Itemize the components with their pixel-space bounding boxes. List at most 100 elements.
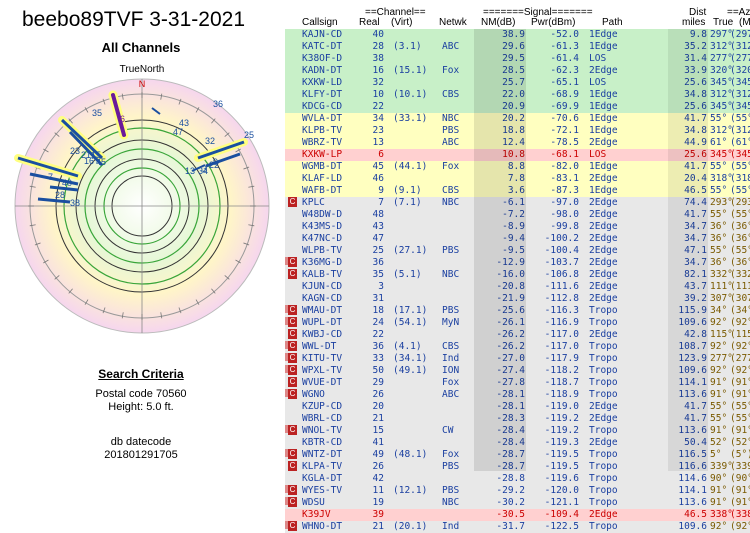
table-row[interactable]: KBTR-CD 41 -28.4 -119.3 2Edge 50.452°(52°) [285,437,750,449]
power-cell: -100.4 [544,245,579,256]
table-row[interactable]: C KITU-TV 33 (34.1) Ind -27.0 -117.9 Tropo 123.9… [285,353,750,365]
distance-cell: 47.1 [684,245,707,256]
table-row[interactable]: C WGNO 26 ABC -28.1 -118.9 Tropo 113.691°(91°) [285,389,750,401]
table-row[interactable]: C KLPA-TV 26 PBS -28.7 -119.5 Tropo 116.6 339° (3… [285,461,750,473]
magnetic-azimuth-cell: (91°) [730,485,750,496]
path-cell: 2Edge [589,401,618,412]
table-row[interactable]: C WUPL-DT 24 (54.1) MyN -26.1 -116.9 Tropo 109.6… [285,317,750,329]
table-row[interactable]: C K36MG-D 36 -12.9 -103.7 2Edge 34.736°(36°) [285,257,750,269]
table-row[interactable]: C WHNO-DT 21 (20.1) Ind -31.7 -122.5 Tropo 109.6… [285,521,750,533]
vector-k38of [37,197,71,204]
callsign-cell: WBRL-CD [302,413,343,424]
distance-cell: 109.6 [678,365,707,376]
callsign-cell: WBRZ-TV [302,137,343,148]
virtual-channel-cell: (48.1) [393,449,428,460]
table-row[interactable]: C WNOL-TV 15 CW -28.4 -119.2 Tropo 113.691°(91°… [285,425,750,437]
nm-cell: -9.4 [502,233,525,244]
real-channel-cell: 29 [372,377,384,388]
callsign-cell: KJUN-CD [302,281,343,292]
true-azimuth-cell: 115° [710,329,733,340]
network-cell: Fox [442,449,460,460]
table-row[interactable]: C KALB-TV 35 (5.1) NBC -16.0 -106.8 2Edge 82.1 33… [285,269,750,281]
table-row[interactable]: KGLA-DT 42 -28.8 -119.6 Tropo 114.690°(90°) [285,473,750,485]
table-row[interactable]: C WVUE-DT 29 Fox -27.8 -118.7 Tropo 114.1 91° (91… [285,377,750,389]
tick-mark [29,224,36,227]
path-cell: LOS [589,77,607,88]
channel-label: 28 [55,190,65,200]
real-channel-cell: 6 [378,149,384,160]
channel-badge: C [288,365,297,375]
magnetic-azimuth-cell: (332°) [730,269,750,280]
true-azimuth-cell: 91° [710,425,728,436]
page-subtitle: All Channels [101,40,181,55]
table-row[interactable]: WBRL-CD 21 -28.3 -119.2 2Edge 41.755°(55°) [285,413,750,425]
channel-badge: C [288,425,297,435]
table-row[interactable]: C WNTZ-DT 49 (48.1) Fox -28.7 -119.5 Tropo 116.5… [285,449,750,461]
real-channel-cell: 38 [372,53,384,64]
true-azimuth-cell: 345° [710,149,733,160]
callsign-cell: KPLC [302,197,325,208]
callsign-cell: WNOL-TV [302,425,343,436]
magnetic-azimuth-cell: (339°) [730,461,750,472]
table-row[interactable]: KATC-DT 28 (3.1) ABC 29.6 -61.3 1Edge 35.2 312°(… [285,41,750,53]
true-azimuth-cell: 320° [710,65,733,76]
table-row[interactable]: KADN-DT 16 (15.1) Fox 28.5 -62.3 2Edge 33.9 320°… [285,65,750,77]
table-row[interactable]: C WWL-DT 36 (4.1) CBS -26.2 -117.0 Tropo 108.7 92… [285,341,750,353]
table-row[interactable]: KZUP-CD 20 -28.1 -119.0 2Edge 41.755°(55°) [285,401,750,413]
true-azimuth-cell: 277° [710,53,733,64]
power-cell: -99.8 [550,221,579,232]
table-row[interactable]: C WDSU 19 NBC -30.2 -121.1 Tropo 113.691°(91°) [285,497,750,509]
network-cell: CBS [442,89,460,100]
table-row[interactable]: WLPB-TV 25 (27.1) PBS -9.5 -100.4 2Edge 47.1 55°… [285,245,750,257]
col-netwk: Netwk [439,17,467,28]
table-row[interactable]: C WPXL-TV 50 (49.1) ION -27.4 -118.2 Tropo 109.6… [285,365,750,377]
nm-cell: 22.0 [502,89,525,100]
table-row[interactable]: W48DW-D 48 -7.2 -98.0 2Edge 41.755°(55°) [285,209,750,221]
real-channel-cell: 31 [372,293,384,304]
table-row[interactable]: C KPLC 7 (7.1) NBC -6.1 -97.0 2Edge 74.4293°(293… [285,197,750,209]
magnetic-azimuth-cell: (52°) [730,437,750,448]
table-row[interactable]: C WMAU-DT 18 (17.1) PBS -25.6 -116.3 Tropo 115.9… [285,305,750,317]
callsign-cell: KLPB-TV [302,125,343,136]
tick-mark [248,224,255,227]
distance-cell: 46.5 [684,185,707,196]
table-row[interactable]: WBRZ-TV 13 ABC 12.4 -78.5 2Edge 44.961°(61°) [285,137,750,149]
distance-cell: 109.6 [678,317,707,328]
power-cell: -97.0 [550,197,579,208]
nm-cell: 20.9 [502,101,525,112]
distance-cell: 25.6 [684,149,707,160]
callsign-cell: WUPL-DT [302,317,343,328]
callsign-cell: WAFB-DT [302,185,343,196]
magnetic-azimuth-cell: (55°) [730,413,750,424]
table-row[interactable]: K47NC-D 47 -9.4 -100.2 2Edge 34.736°(36°) [285,233,750,245]
header-signal-group: =======Signal======= [483,7,593,18]
table-row[interactable]: WVLA-DT 34 (33.1) NBC 20.2 -70.6 1Edge 41.7 55°(… [285,113,750,125]
real-channel-cell: 46 [372,173,384,184]
callsign-cell: KLPA-TV [302,461,343,472]
table-row[interactable]: KLFY-DT 10 (10.1) CBS 22.0 -68.9 1Edge 34.8 312°… [285,89,750,101]
magnetic-azimuth-cell: (91°) [730,497,750,508]
virtual-channel-cell: (20.1) [393,521,428,532]
table-row[interactable]: WGMB-DT 45 (44.1) Fox 8.8 -82.0 1Edge 41.7 55° (5… [285,161,750,173]
distance-cell: 109.6 [678,521,707,532]
table-row[interactable]: WAFB-DT 9 (9.1) CBS 3.6 -87.3 1Edge 46.555°(55°… [285,185,750,197]
table-row[interactable]: C WYES-TV 11 (12.1) PBS -29.2 -120.0 Tropo 114.1… [285,485,750,497]
callsign-cell: KLFY-DT [302,89,343,100]
channel-label: 22 [209,160,219,170]
table-row[interactable]: K43MS-D 43 -8.9 -99.8 2Edge 34.736°(36°) [285,221,750,233]
nm-cell: -28.7 [496,461,525,472]
callsign-cell: KGLA-DT [302,473,343,484]
network-cell: Fox [442,377,460,388]
callsign-cell: KADN-DT [302,65,343,76]
